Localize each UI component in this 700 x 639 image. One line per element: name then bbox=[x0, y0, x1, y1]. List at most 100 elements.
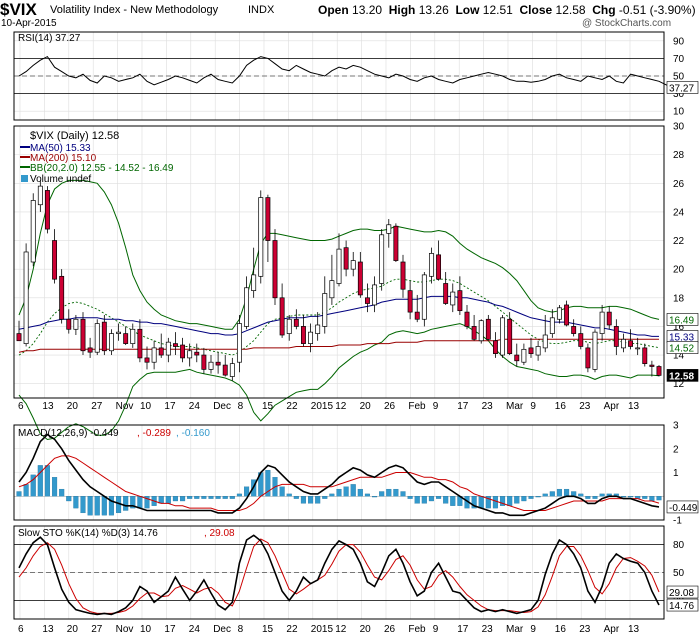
macd-histogram-bar bbox=[379, 491, 385, 497]
macd-legend-hist: , -0.160 bbox=[176, 428, 210, 439]
macd-tick-label: 3 bbox=[673, 421, 679, 432]
sto-panel-frame bbox=[13, 525, 665, 620]
price-x-tick-label: 15 bbox=[262, 401, 274, 412]
sto-k-line bbox=[18, 534, 660, 616]
macd-histogram-bar bbox=[428, 496, 434, 502]
candle-body bbox=[628, 340, 634, 347]
candle-body bbox=[30, 200, 36, 263]
candle-body bbox=[108, 333, 114, 352]
candle-body bbox=[272, 240, 278, 299]
candle-body bbox=[258, 197, 264, 277]
price-tick-label: 24 bbox=[673, 207, 685, 218]
sto-x-tick-label: 24 bbox=[189, 624, 201, 635]
candle-body bbox=[542, 334, 548, 349]
macd-histogram-bar bbox=[549, 491, 555, 497]
price-tick-label: 12 bbox=[673, 379, 685, 390]
high-label: High bbox=[388, 3, 416, 17]
price-x-tick-label: 16 bbox=[555, 401, 567, 412]
macd-legend-signal: , -0.289 bbox=[137, 428, 171, 439]
price-x-tick-label: 20 bbox=[67, 401, 79, 412]
candle-body bbox=[457, 290, 463, 312]
macd-histogram-bar bbox=[450, 496, 456, 506]
price-x-tick-label: 8 bbox=[238, 401, 244, 412]
candle-body bbox=[73, 318, 79, 330]
price-x-tick-label: 17 bbox=[164, 401, 176, 412]
price-x-tick-label: 23 bbox=[482, 401, 494, 412]
macd-histogram-bar bbox=[108, 496, 114, 516]
macd-last-value-bg bbox=[666, 500, 699, 514]
macd-histogram-bar bbox=[542, 493, 548, 497]
price-tick-label: 30 bbox=[673, 122, 685, 133]
macd-histogram-bar bbox=[407, 496, 413, 499]
candle-body bbox=[244, 287, 250, 327]
price-x-tick-label: 20 bbox=[360, 401, 372, 412]
macd-histogram-bar bbox=[180, 496, 186, 502]
chg-label: Chg bbox=[592, 3, 616, 17]
macd-histogram-bar bbox=[485, 496, 491, 509]
macd-histogram-bar bbox=[514, 496, 520, 504]
macd-histogram-bar bbox=[478, 496, 484, 509]
sto-x-tick-label: 12 bbox=[335, 624, 347, 635]
candle-body bbox=[656, 366, 662, 376]
price-legend-volume: Volume undef bbox=[30, 174, 91, 185]
candle-body bbox=[386, 224, 392, 234]
candle-body bbox=[101, 321, 107, 352]
price-x-tick-label: 9 bbox=[530, 401, 536, 412]
candle-body bbox=[478, 320, 484, 342]
macd-histogram-bar bbox=[59, 488, 65, 497]
candle-body bbox=[642, 347, 648, 364]
price-x-tick-label: 9 bbox=[433, 401, 439, 412]
candle-body bbox=[16, 333, 22, 342]
candle-body bbox=[52, 240, 58, 280]
candle-body bbox=[23, 251, 29, 344]
macd-histogram-bar bbox=[165, 496, 171, 504]
price-x-tick-label: 12 bbox=[335, 401, 347, 412]
macd-histogram-bar bbox=[400, 491, 406, 497]
candle-body bbox=[187, 350, 193, 359]
sto-x-tick-label: 9 bbox=[433, 624, 439, 635]
candle-body bbox=[172, 343, 178, 347]
bb-lower-band bbox=[18, 323, 660, 441]
quote-summary: Open 13.20 High 13.26 Low 12.51 Close 12… bbox=[318, 3, 700, 17]
macd-histogram-bar bbox=[23, 484, 29, 497]
candle-body bbox=[144, 357, 150, 363]
open-label: Open bbox=[318, 3, 349, 17]
sto-x-tick-label: 26 bbox=[384, 624, 396, 635]
price-legend-vix: $VIX (Daily) 12.58 bbox=[30, 130, 119, 142]
price-x-tick-label: 27 bbox=[91, 401, 103, 412]
macd-histogram-bar bbox=[471, 496, 477, 509]
price-x-tick-label: Feb bbox=[408, 401, 426, 412]
sto-x-tick-label: 23 bbox=[579, 624, 591, 635]
candle-body bbox=[407, 290, 413, 313]
macd-histogram-bar bbox=[315, 496, 321, 504]
price-tick-label: 14 bbox=[673, 351, 685, 362]
candle-body bbox=[521, 348, 527, 363]
candle-body bbox=[585, 347, 591, 369]
candle-body bbox=[229, 363, 235, 377]
macd-histogram-bar bbox=[52, 477, 58, 497]
low-value: 12.51 bbox=[482, 3, 513, 17]
candle-body bbox=[357, 261, 363, 296]
sto-x-tick-label: 15 bbox=[262, 624, 274, 635]
macd-signal-line bbox=[18, 455, 660, 511]
price-tick-label: 18 bbox=[673, 293, 685, 304]
high-value: 13.26 bbox=[418, 3, 449, 17]
ma50-last-value: 15.33 bbox=[669, 332, 694, 343]
candle-body bbox=[492, 340, 498, 354]
macd-histogram-bar bbox=[421, 496, 427, 504]
rsi-line bbox=[18, 55, 674, 88]
sto-tick-label: 80 bbox=[673, 540, 685, 551]
candle-body bbox=[94, 323, 100, 353]
open-value: 13.20 bbox=[352, 3, 383, 17]
candle-body bbox=[251, 274, 257, 291]
macd-histogram-bar bbox=[286, 493, 292, 497]
macd-legend-main: MACD(12,26,9) -0.449 bbox=[18, 428, 119, 439]
macd-histogram-bar bbox=[300, 496, 306, 504]
rsi-tick-label: 30 bbox=[673, 89, 685, 100]
candle-body bbox=[236, 323, 242, 363]
macd-histogram-bar bbox=[414, 496, 420, 504]
sto-x-tick-label: 22 bbox=[286, 624, 298, 635]
macd-last-value: -0.449 bbox=[669, 503, 698, 514]
sto-x-tick-label: Dec bbox=[213, 624, 231, 635]
macd-histogram-bar bbox=[656, 496, 662, 501]
